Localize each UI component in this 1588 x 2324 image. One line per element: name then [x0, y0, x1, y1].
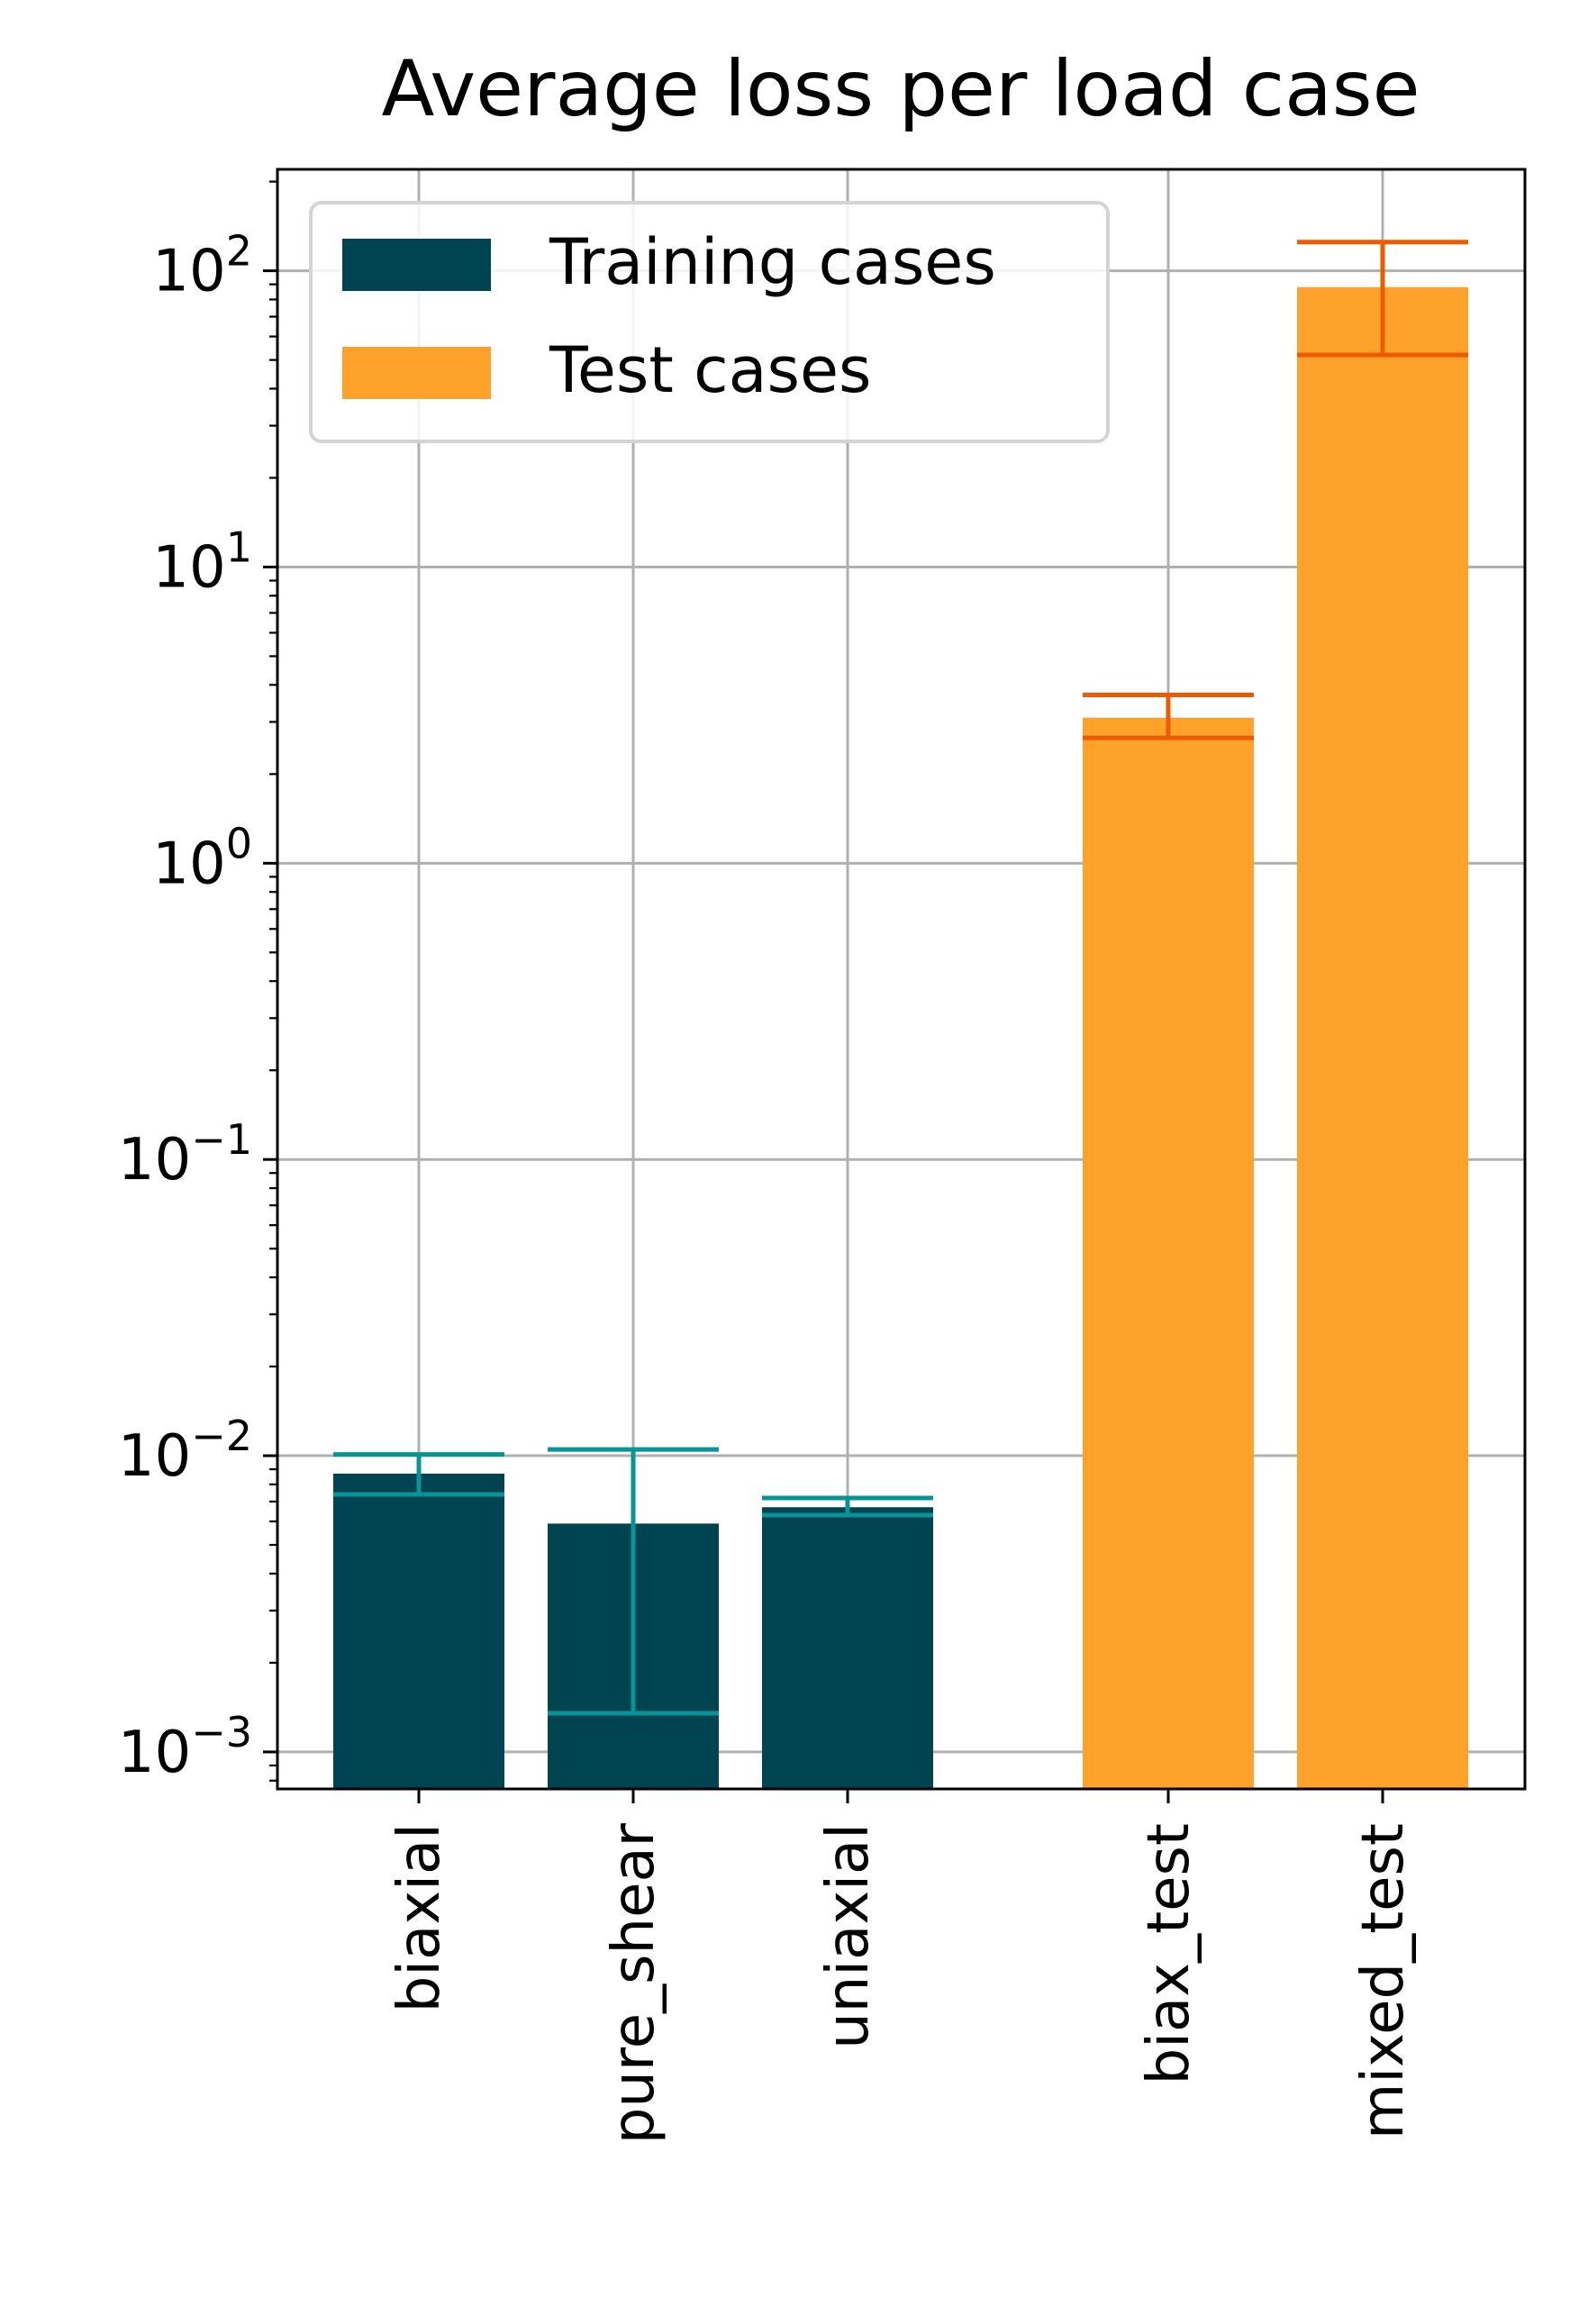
- chart-title: Average loss per load case: [382, 44, 1420, 134]
- y-tick-label: 102: [152, 227, 252, 305]
- bar-uniaxial: [762, 1507, 933, 1789]
- x-tick-label: uniaxial: [815, 1823, 882, 2049]
- error-bars: [333, 240, 1468, 1716]
- legend-swatch: [342, 239, 491, 291]
- y-tick-label: 100: [152, 819, 252, 897]
- y-tick-label: 10−2: [118, 1412, 252, 1490]
- y-axis: 10−3 10−2 10−1 100 101 102: [118, 180, 277, 1786]
- plot-frame: [276, 168, 1527, 1791]
- x-tick-label: biax_test: [1136, 1823, 1202, 2084]
- bar-mixed_test: [1297, 286, 1468, 1789]
- legend-swatch: [342, 347, 491, 399]
- x-tick-label: mixed_test: [1350, 1823, 1417, 2139]
- x-tick-label: biaxial: [386, 1823, 453, 2012]
- bars: [333, 286, 1468, 1789]
- x-axis: biaxial pure_shear uniaxial biax_test mixed_…: [386, 1789, 1417, 2144]
- legend-label: Test cases: [549, 333, 872, 407]
- bar-biax_test: [1083, 717, 1254, 1789]
- y-tick-label: 101: [152, 522, 252, 601]
- legend-label: Training cases: [549, 225, 996, 299]
- legend: Training cases Test cases: [309, 201, 1110, 443]
- legend-box: [309, 201, 1110, 443]
- y-tick-label: 10−3: [118, 1708, 252, 1786]
- bar-biaxial: [333, 1473, 504, 1789]
- y-tick-label: 10−1: [118, 1115, 252, 1194]
- x-tick-label: pure_shear: [601, 1822, 667, 2144]
